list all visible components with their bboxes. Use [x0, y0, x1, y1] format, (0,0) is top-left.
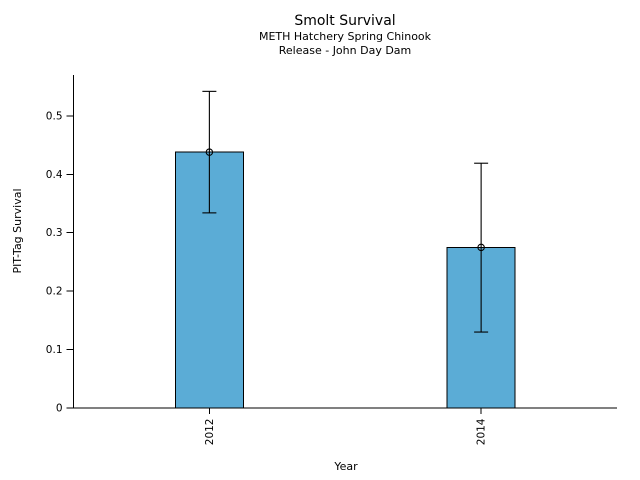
y-tick-label: 0.1: [46, 344, 63, 356]
y-axis-label: PIT-Tag Survival: [11, 188, 24, 273]
point-marker-2014: [477, 243, 485, 252]
chart-subtitle-line2: Release - John Day Dam: [279, 44, 412, 57]
point-marker-2012: [205, 148, 214, 156]
y-tick-label: 0: [56, 402, 63, 414]
y-tick-label: 0.3: [46, 227, 63, 239]
x-tick-label-2014: 2014: [476, 418, 488, 445]
x-tick-label-2012: 2012: [204, 419, 216, 446]
chart-title: Smolt Survival: [294, 13, 395, 29]
y-tick-label: 0.2: [46, 286, 63, 298]
y-tick-label: 0.5: [46, 110, 63, 122]
x-axis-label: Year: [333, 460, 358, 473]
plot-area: 0 0.1 0.2 0.3 0.4 0.5 2012 2014: [46, 75, 617, 445]
chart-subtitle-line1: METH Hatchery Spring Chinook: [259, 30, 432, 43]
y-tick-label: 0.4: [46, 169, 63, 181]
